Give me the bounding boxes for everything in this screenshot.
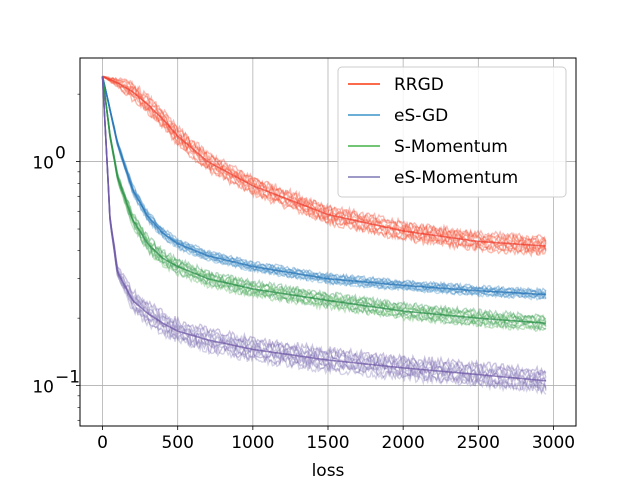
series-es-gd (101, 76, 547, 301)
run-line (101, 76, 547, 295)
series-s-momentum (101, 76, 547, 333)
run-line (102, 75, 547, 254)
run-line (101, 76, 547, 330)
run-line (101, 76, 547, 332)
run-line (102, 75, 547, 242)
x-tick-label: 0 (97, 433, 108, 453)
run-line (102, 75, 547, 245)
legend-label: S-Momentum (394, 137, 508, 157)
run-line (101, 76, 547, 301)
x-tick-label: 2500 (457, 433, 500, 453)
legend: RRGD eS-GD S-Momentum eS-Momentum (337, 66, 567, 198)
mean-line (101, 76, 546, 296)
run-line (102, 75, 547, 246)
run-line (101, 76, 547, 320)
run-line (101, 76, 547, 378)
run-line (101, 76, 547, 376)
run-line (101, 76, 547, 396)
run-line (102, 75, 547, 254)
run-line (101, 76, 547, 326)
x-tick-label: 2000 (382, 433, 425, 453)
mean-line (102, 75, 546, 247)
x-tick-label: 500 (161, 433, 193, 453)
run-line (101, 76, 547, 394)
mean-line (101, 76, 546, 324)
run-line (101, 76, 547, 323)
legend-label: eS-Momentum (394, 168, 518, 188)
y-tick-exponent: 0 (55, 144, 66, 164)
mean-line (101, 76, 546, 382)
run-line (101, 76, 547, 296)
run-line (101, 76, 547, 333)
run-line (101, 76, 547, 294)
legend-label: eS-GD (394, 106, 448, 126)
run-line (101, 76, 547, 293)
series-rrgd (102, 75, 547, 258)
series-es-momentum (101, 76, 547, 396)
run-line (101, 76, 547, 322)
run-line (101, 76, 547, 381)
x-tick-label: 3000 (532, 433, 575, 453)
x-tick-label: 1500 (306, 433, 349, 453)
run-line (101, 76, 547, 297)
run-line (102, 75, 547, 258)
run-line (102, 75, 547, 257)
run-line (101, 76, 547, 385)
x-axis-label: loss (312, 461, 345, 480)
plot-area (101, 75, 547, 396)
run-line (101, 76, 547, 392)
run-line (101, 76, 546, 330)
legend-label: RRGD (394, 75, 444, 95)
x-tick-label: 1000 (231, 433, 274, 453)
y-tick-label: 10 (32, 154, 54, 174)
legend-box (337, 66, 567, 198)
y-tick-label: 10 (32, 378, 54, 398)
run-line (101, 76, 547, 389)
run-line (101, 76, 546, 301)
y-tick-exponent: −1 (55, 368, 80, 388)
